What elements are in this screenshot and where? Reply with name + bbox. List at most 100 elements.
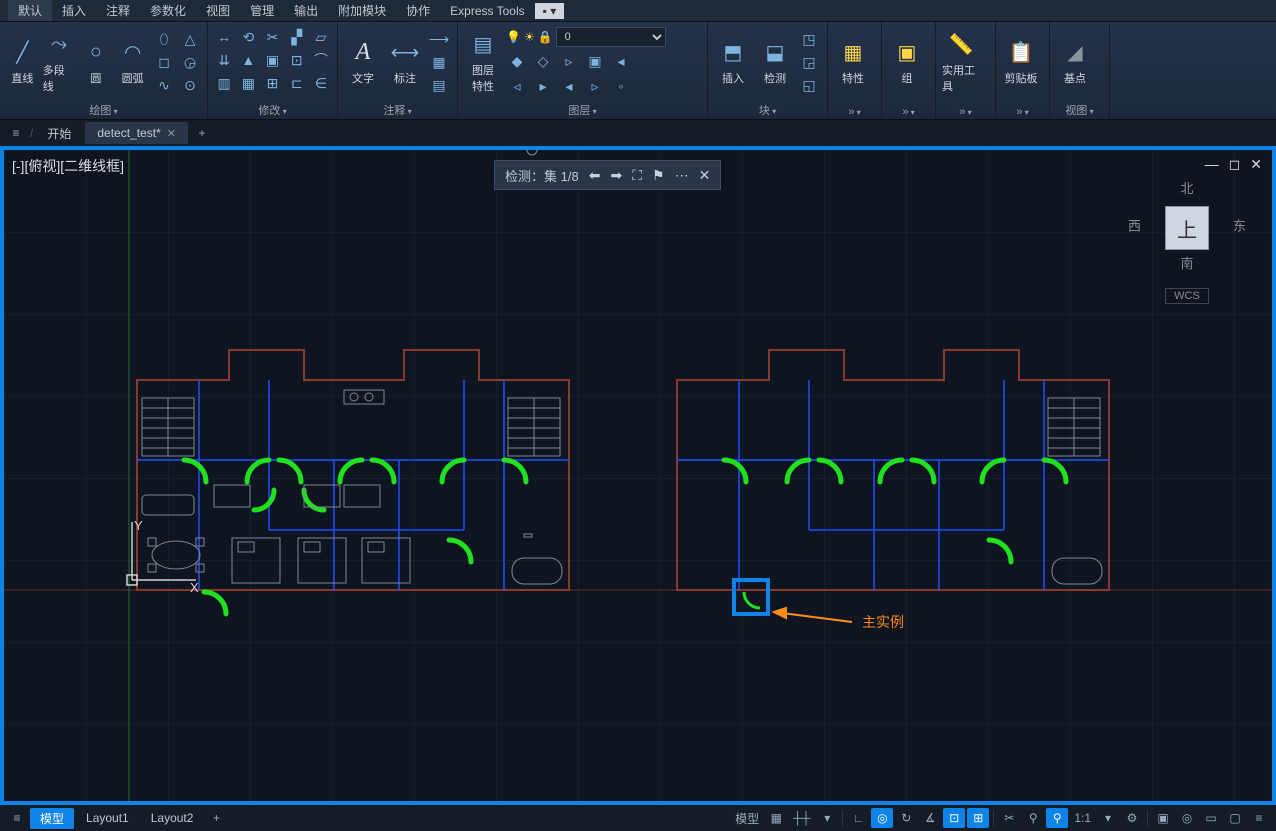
mod-array[interactable]: ⊞ xyxy=(262,72,282,94)
detect-close-icon[interactable]: ✕ xyxy=(699,167,711,184)
tab-menu-icon[interactable]: ≡ xyxy=(4,123,28,143)
btn-dim[interactable]: ⟷标注 xyxy=(386,26,424,98)
lay-sm10[interactable]: ◦ xyxy=(610,75,632,97)
btn-base[interactable]: ◢基点 xyxy=(1056,26,1094,98)
viewcube-wcs[interactable]: WCS xyxy=(1165,288,1209,304)
panel-layer-title[interactable]: 图层 xyxy=(458,102,707,118)
lay-sm9[interactable]: ▹ xyxy=(584,75,606,97)
lay-sm3[interactable]: ▹ xyxy=(558,50,580,72)
menuitem-collab[interactable]: 协作 xyxy=(396,0,440,21)
blk-sm1[interactable]: ◳ xyxy=(798,28,820,50)
layout-tab-1[interactable]: Layout1 xyxy=(76,809,139,827)
viewcube-west[interactable]: 西 xyxy=(1128,216,1141,235)
view-max-icon[interactable]: ◻ xyxy=(1229,156,1241,173)
panel-modify-title[interactable]: 修改 xyxy=(208,102,337,118)
sb-qp-icon[interactable]: ▣ xyxy=(1152,808,1174,828)
detect-zoom-icon[interactable]: ⛶ xyxy=(632,167,642,184)
panel-annot-title[interactable]: 注释 xyxy=(338,102,457,118)
mod-9[interactable]: ⊡ xyxy=(287,49,307,71)
mod-move[interactable]: ↔ xyxy=(214,26,234,48)
mod-rotate[interactable]: ⟲ xyxy=(238,26,258,48)
draw-sm-1[interactable]: ⬯ xyxy=(153,28,175,50)
layout-tab-2[interactable]: Layout2 xyxy=(141,809,204,827)
sb-otrack-icon[interactable]: ⊡ xyxy=(943,808,965,828)
btn-text[interactable]: A文字 xyxy=(344,26,382,98)
panel-block-title[interactable]: 块 xyxy=(708,102,827,118)
draw-sm-5[interactable]: ◶ xyxy=(179,51,201,73)
menuitem-addins[interactable]: 附加模块 xyxy=(328,0,396,21)
view-min-icon[interactable]: — xyxy=(1205,156,1219,173)
menuitem-annotate[interactable]: 注释 xyxy=(96,0,140,21)
btn-polyline[interactable]: ⤳多段线 xyxy=(43,26,76,98)
btn-arc[interactable]: ◠圆弧 xyxy=(116,26,149,98)
btn-group[interactable]: ▣组 xyxy=(888,26,926,98)
sb-polar-icon[interactable]: ◎ xyxy=(871,808,893,828)
btn-util[interactable]: 📏实用工具 xyxy=(942,26,980,98)
sb-iso-icon[interactable]: ↻ xyxy=(895,808,917,828)
draw-sm-4[interactable]: △ xyxy=(179,28,201,50)
btn-layerprop[interactable]: ▤图层 特性 xyxy=(464,26,502,98)
annot-sm2[interactable]: ▦ xyxy=(428,51,450,73)
sb-scale-dd[interactable]: ▾ xyxy=(1097,808,1119,828)
mod-14[interactable]: ⊏ xyxy=(287,72,307,94)
sb-ortho-icon[interactable]: ∟ xyxy=(847,808,869,828)
view-label[interactable]: [-][俯视][二维线框] xyxy=(12,156,124,176)
sb-snap-icon[interactable]: ┼┼ xyxy=(789,808,814,828)
sb-model-label[interactable]: 模型 xyxy=(731,808,763,828)
mod-15[interactable]: ∈ xyxy=(311,72,331,94)
sb-gear-icon[interactable]: ⚙ xyxy=(1121,808,1143,828)
detect-more-icon[interactable]: ⋯ xyxy=(675,167,689,184)
layout-add[interactable]: + xyxy=(205,808,227,828)
annot-sm1[interactable]: ⟶ xyxy=(428,28,450,50)
mod-copy[interactable]: ⇊ xyxy=(214,49,234,71)
menuitem-output[interactable]: 输出 xyxy=(284,0,328,21)
menuitem-more[interactable]: ▪ ▾ xyxy=(535,3,565,19)
viewcube-south[interactable]: 南 xyxy=(1180,253,1193,272)
mod-trim[interactable]: ✂ xyxy=(262,26,282,48)
detect-flag-icon[interactable]: ⚑ xyxy=(652,167,665,184)
btn-clip[interactable]: 📋剪贴板 xyxy=(1002,26,1040,98)
view-close-icon[interactable]: ✕ xyxy=(1250,156,1262,173)
mod-8[interactable]: ▣ xyxy=(262,49,282,71)
btn-insertblk[interactable]: ⬒插入 xyxy=(714,26,752,98)
btn-detect[interactable]: ⬓检测 xyxy=(756,26,794,98)
panel-props-title[interactable]: » xyxy=(828,106,881,118)
sb-snapmode-icon[interactable]: ▾ xyxy=(816,808,838,828)
drawing-canvas[interactable]: Y X [-][俯视][二维线框] — ◻ ✕ 检测：集 1/8 ⬅ ➡ ⛶ ⚑… xyxy=(0,146,1276,805)
lay-sm1[interactable]: ◆ xyxy=(506,50,528,72)
draw-sm-3[interactable]: ∿ xyxy=(153,74,175,96)
viewcube-north[interactable]: 北 xyxy=(1180,178,1193,197)
layer-select[interactable]: 0 xyxy=(556,27,666,47)
blk-sm2[interactable]: ◲ xyxy=(798,51,820,73)
tab-start[interactable]: 开始 xyxy=(35,122,83,144)
lay-sm6[interactable]: ◃ xyxy=(506,75,528,97)
lay-sm7[interactable]: ▸ xyxy=(532,75,554,97)
sb-monitor-icon[interactable]: ▭ xyxy=(1200,808,1222,828)
panel-group-title[interactable]: » xyxy=(882,106,935,118)
btn-props[interactable]: ▦特性 xyxy=(834,26,872,98)
menuitem-insert[interactable]: 插入 xyxy=(52,0,96,21)
layout-tab-model[interactable]: 模型 xyxy=(30,808,74,829)
detect-next-icon[interactable]: ➡ xyxy=(610,167,622,184)
tab-add[interactable]: + xyxy=(190,123,214,143)
panel-viewbase-title[interactable]: 视图 xyxy=(1050,102,1109,118)
lay-sm4[interactable]: ▣ xyxy=(584,50,606,72)
mod-mirror[interactable]: ▲ xyxy=(238,49,258,71)
mod-5[interactable]: ▱ xyxy=(311,26,331,48)
menuitem-parametric[interactable]: 参数化 xyxy=(140,0,196,21)
sb-ws-icon[interactable]: ◎ xyxy=(1176,808,1198,828)
menuitem-default[interactable]: 默认 xyxy=(8,0,52,21)
lay-sm2[interactable]: ◇ xyxy=(532,50,554,72)
menuitem-view[interactable]: 视图 xyxy=(196,0,240,21)
tab-doc-0-close[interactable]: ✕ xyxy=(167,127,176,140)
panel-clip-title[interactable]: » xyxy=(996,106,1049,118)
menuitem-express[interactable]: Express Tools xyxy=(440,2,534,20)
sb-osnap-icon[interactable]: ∡ xyxy=(919,808,941,828)
layout-menu-icon[interactable]: ≡ xyxy=(6,808,28,828)
btn-line[interactable]: ╱直线 xyxy=(6,26,39,98)
viewcube[interactable]: 北 南 西 东 上 WCS xyxy=(1132,180,1242,304)
viewcube-top[interactable]: 上 xyxy=(1165,206,1209,250)
lay-sm5[interactable]: ◂ xyxy=(610,50,632,72)
sb-dyn-icon[interactable]: ⊞ xyxy=(967,808,989,828)
lay-sm8[interactable]: ◂ xyxy=(558,75,580,97)
